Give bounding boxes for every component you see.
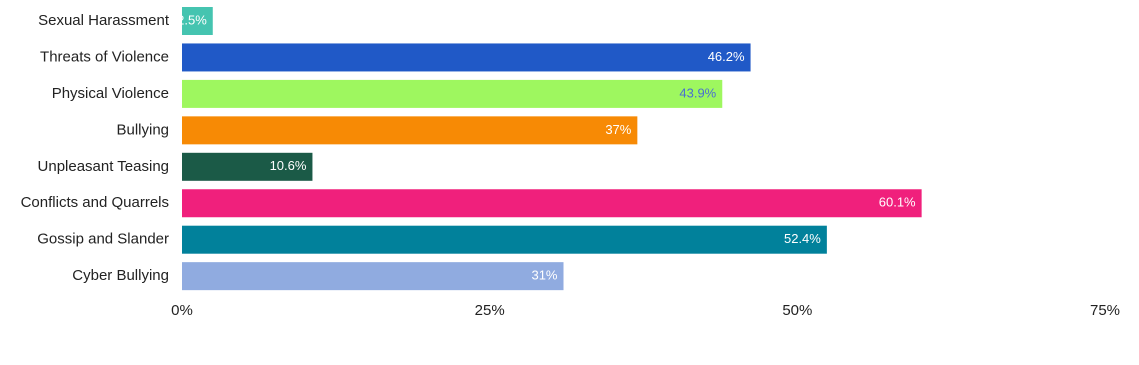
y-tick-label: Bullying [116,121,169,138]
value-label: 60.1% [879,195,916,210]
y-tick-label: Unpleasant Teasing [38,158,169,175]
x-tick-label: 25% [475,302,505,319]
y-tick-label: Cyber Bullying [72,267,169,284]
y-tick-label: Sexual Harassment [38,12,170,29]
y-tick-label: Gossip and Slander [37,231,169,248]
y-tick-label: Threats of Violence [40,48,169,65]
bar [182,7,213,35]
value-label: 10.6% [270,158,307,173]
value-label: 2.5% [177,12,207,27]
bar [182,189,922,218]
bar [182,262,564,291]
bar [182,79,723,108]
bar [182,225,827,254]
value-label: 31% [531,268,557,283]
x-tick-label: 50% [782,302,812,319]
value-label: 52.4% [784,231,821,246]
bar [182,116,638,145]
y-tick-label: Physical Violence [52,85,169,102]
bar [182,43,751,72]
bar [182,152,313,181]
value-label: 37% [605,122,631,137]
y-tick-label: Conflicts and Quarrels [21,194,169,211]
x-tick-label: 75% [1090,302,1120,319]
x-tick-label: 0% [171,302,193,319]
value-label: 43.9% [679,85,716,100]
value-label: 46.2% [708,49,745,64]
